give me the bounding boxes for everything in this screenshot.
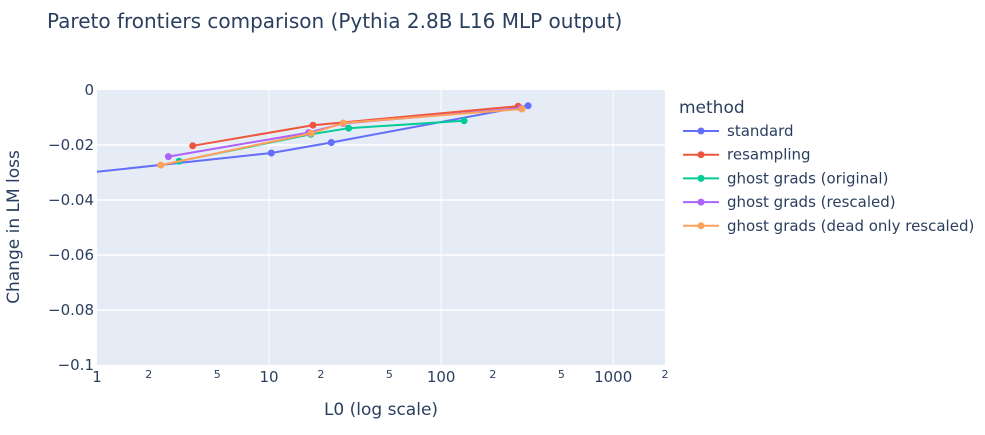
y-tick-label: −0.1 <box>58 356 94 374</box>
y-axis-ticks: 0 −0.02 −0.04 −0.06 −0.08 −0.1 <box>48 81 94 374</box>
data-point <box>164 153 172 161</box>
x-minor-tick-label: 2 <box>317 368 324 381</box>
x-tick-label: 10 <box>260 368 279 386</box>
x-minor-tick-label: 5 <box>214 368 221 381</box>
legend-label: resampling <box>727 146 811 164</box>
legend-label: standard <box>727 122 794 140</box>
legend-swatch-marker <box>697 222 705 230</box>
y-tick-label: −0.06 <box>48 246 94 264</box>
series-line <box>160 108 523 167</box>
x-tick-label: 1000 <box>594 368 632 386</box>
data-point <box>157 161 165 169</box>
x-axis-title: L0 (log scale) <box>324 400 438 420</box>
y-tick-label: −0.08 <box>48 301 94 319</box>
legend-item[interactable]: resampling <box>683 146 811 164</box>
series-layer <box>97 102 532 173</box>
x-minor-tick-label: 5 <box>386 368 393 381</box>
legend-label: ghost grads (dead only rescaled) <box>727 217 974 235</box>
data-point <box>339 119 347 127</box>
data-point <box>307 129 315 137</box>
legend-swatch-marker <box>697 198 705 206</box>
legend-item[interactable]: ghost grads (original) <box>683 169 888 187</box>
data-point <box>345 124 353 132</box>
x-minor-tick-label: 2 <box>145 368 152 381</box>
data-point <box>189 142 197 150</box>
data-point <box>524 102 532 110</box>
legend-swatch-marker <box>697 127 705 135</box>
legend-title: method <box>679 98 745 118</box>
legend-label: ghost grads (rescaled) <box>727 193 896 211</box>
plot-area <box>97 90 665 365</box>
x-minor-tick-label: 5 <box>558 368 565 381</box>
x-tick-label: 1 <box>92 368 102 386</box>
x-minor-tick-label: 2 <box>489 368 496 381</box>
x-tick-label: 100 <box>427 368 456 386</box>
legend-item[interactable]: standard <box>683 122 794 140</box>
legend-item[interactable]: ghost grads (dead only rescaled) <box>683 217 974 235</box>
data-point <box>518 105 526 113</box>
legend: standard resampling ghost grads (original)… <box>683 122 974 235</box>
data-point <box>460 117 468 125</box>
data-point <box>309 121 317 129</box>
legend-swatch-marker <box>697 174 705 182</box>
data-point <box>327 139 335 146</box>
y-tick-label: −0.04 <box>48 191 94 209</box>
legend-item[interactable]: ghost grads (rescaled) <box>683 193 896 211</box>
series-0 <box>97 102 532 173</box>
legend-swatch-marker <box>697 151 705 159</box>
series-4 <box>157 105 526 169</box>
y-axis-title: Change in LM loss <box>4 150 24 304</box>
y-tick-label: 0 <box>84 81 94 99</box>
x-minor-tick-label: 2 <box>662 368 669 381</box>
legend-label: ghost grads (original) <box>727 169 888 187</box>
x-axis-ticks: 1 10 100 1000 2 5 2 5 2 5 2 <box>92 368 668 386</box>
chart-title: Pareto frontiers comparison (Pythia 2.8B… <box>47 9 622 33</box>
data-point <box>267 149 275 157</box>
series-line <box>97 104 529 173</box>
y-tick-label: −0.02 <box>48 136 94 154</box>
